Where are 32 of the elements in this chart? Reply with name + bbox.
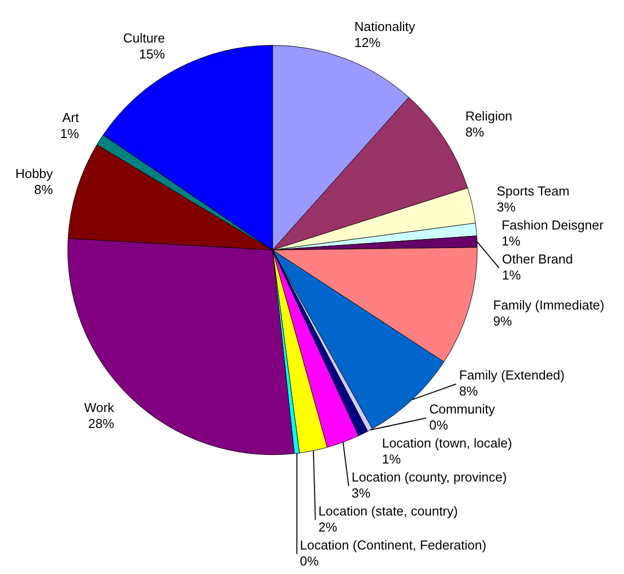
data-label: 8%: [465, 124, 485, 140]
slice-label: Location (town, locale): [382, 436, 512, 451]
data-label: 28%: [88, 416, 115, 432]
data-label: 8%: [459, 384, 478, 399]
slice-label: Culture: [123, 30, 165, 46]
data-label: 2%: [318, 520, 338, 535]
slice-label: Art: [62, 110, 80, 125]
data-label: 0%: [300, 554, 320, 569]
data-label: 8%: [34, 182, 54, 198]
data-label: 1%: [382, 452, 402, 467]
data-label: 1%: [502, 267, 522, 282]
slice-label: Family (Immediate): [493, 298, 604, 313]
slice-label: Religion: [465, 108, 512, 124]
data-label: 3%: [352, 486, 371, 501]
slice-label: Fashion Deisgner: [502, 217, 604, 232]
data-label: 12%: [354, 34, 381, 50]
data-label: 15%: [138, 46, 166, 62]
data-label: 3%: [496, 199, 516, 214]
data-label: 1%: [60, 126, 80, 141]
slice-label: Location (county, province): [352, 470, 507, 485]
slice-label: Family (Extended): [459, 368, 565, 383]
data-label: 0%: [429, 418, 448, 433]
data-label: 9%: [493, 314, 512, 329]
slice-label: Sports Team: [496, 183, 570, 198]
slice-label: Hobby: [15, 166, 54, 182]
slice-label: Community: [429, 402, 496, 417]
slice-label: Location (state, country): [318, 504, 458, 519]
slice-label: Location (Continent, Federation): [300, 538, 486, 553]
data-label: 1%: [502, 233, 521, 248]
slice-label: Nationality: [354, 18, 416, 34]
slice-label: Work: [84, 400, 115, 416]
slice-label: Other Brand: [502, 251, 573, 266]
